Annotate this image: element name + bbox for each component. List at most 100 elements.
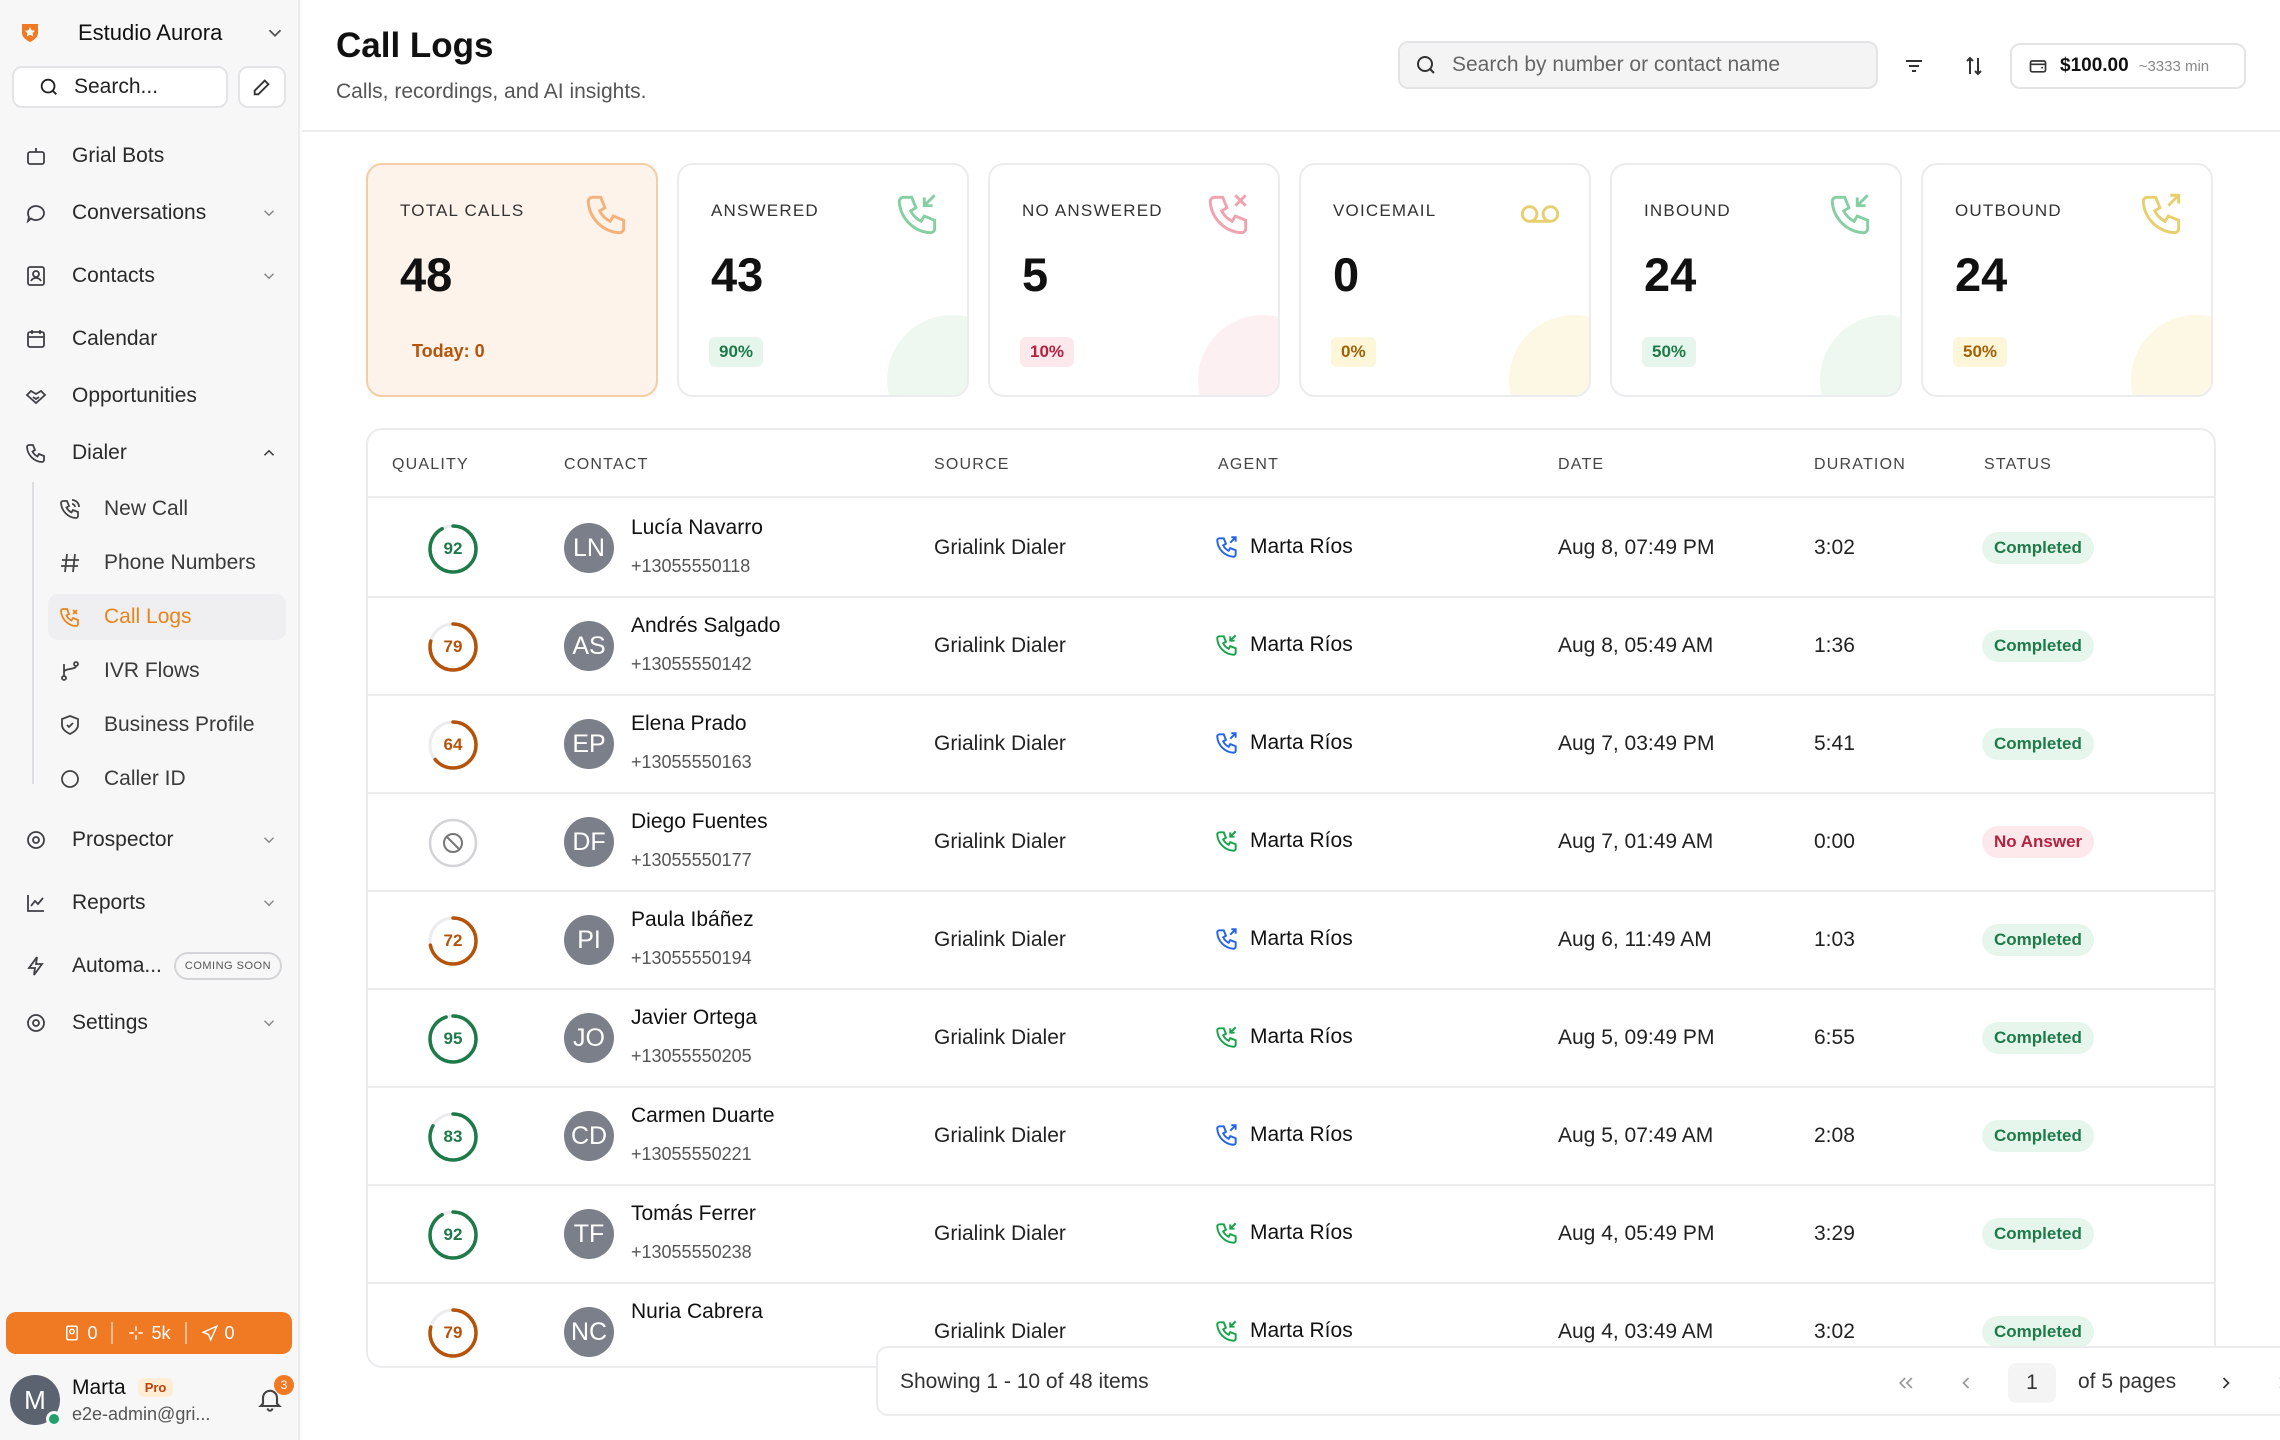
call-duration: 3:02	[1814, 1320, 1855, 1343]
quality-ring: 92	[426, 522, 480, 576]
sidebar-item-phone-numbers[interactable]: Phone Numbers	[48, 540, 286, 586]
stat-card-inbound[interactable]: INBOUND 24 50%	[1610, 163, 1902, 397]
sort-button[interactable]	[1956, 48, 1992, 84]
balance-button[interactable]: $100.00 ~3333 min	[2010, 43, 2246, 89]
column-header-agent[interactable]: AGENT	[1218, 456, 1280, 473]
credit-messages-value: 0	[224, 1322, 235, 1343]
table-row[interactable]: 95 JO Javier Ortega +13055550205 Grialink Di…	[368, 990, 2214, 1088]
stat-value: 24	[1644, 248, 1697, 301]
sidebar-item-call-logs[interactable]: Call Logs	[48, 594, 286, 640]
credit-ai-value: 5k	[151, 1322, 171, 1343]
sidebar-item-ivr-flows[interactable]: IVR Flows	[48, 648, 286, 694]
table-row[interactable]: 64 EP Elena Prado +13055550163 Grialink Dial…	[368, 696, 2214, 794]
sidebar-search[interactable]: Search...	[12, 66, 228, 108]
call-duration: 1:36	[1814, 634, 1855, 657]
next-page-button[interactable]	[2208, 1365, 2244, 1401]
header: Call Logs Calls, recordings, and AI insi…	[302, 0, 2280, 132]
git-branch-icon	[58, 659, 82, 683]
column-header-contact[interactable]: CONTACT	[564, 456, 649, 473]
contact-name[interactable]: Javier Ortega	[631, 1006, 758, 1029]
contact-avatar: CD	[564, 1111, 614, 1161]
last-page-button[interactable]	[2268, 1365, 2280, 1401]
column-header-quality[interactable]: QUALITY	[392, 456, 469, 473]
prev-page-button[interactable]	[1948, 1365, 1984, 1401]
table-row[interactable]: 92 LN Lucía Navarro +13055550118 Grialink Di…	[368, 500, 2214, 598]
sidebar-item-label: Contacts	[72, 264, 155, 287]
sparkle-icon	[127, 1324, 151, 1342]
table-row[interactable]: DF Diego Fuentes +13055550177 Grialink Dial…	[368, 794, 2214, 892]
phone-outgoing-icon	[1214, 534, 1250, 560]
compose-button[interactable]	[238, 66, 286, 108]
sidebar-item-contacts[interactable]: Contacts	[12, 253, 288, 299]
table-row[interactable]: 79 AS Andrés Salgado +13055550142 Grialink D…	[368, 598, 2214, 696]
table-row[interactable]: 92 TF Tomás Ferrer +13055550238 Grialink Dia…	[368, 1186, 2214, 1284]
first-page-button[interactable]	[1888, 1365, 1924, 1401]
sidebar-item-business-profile[interactable]: Business Profile	[48, 702, 286, 748]
handshake-icon	[24, 384, 48, 408]
sub-item-label: Call Logs	[104, 605, 192, 628]
status-badge: Completed	[1982, 924, 2094, 956]
sidebar-item-calendar[interactable]: Calendar	[12, 316, 288, 362]
contact-avatar: PI	[564, 915, 614, 965]
stat-percent: 10%	[1020, 337, 1075, 367]
search-input[interactable]	[1452, 53, 1852, 77]
contact-name[interactable]: Tomás Ferrer	[631, 1202, 756, 1225]
credit-segment: 0	[49, 1323, 111, 1344]
contact-phone: +13055550194	[631, 948, 752, 968]
call-duration: 6:55	[1814, 1026, 1855, 1049]
filter-button[interactable]	[1896, 48, 1932, 84]
sidebar-item-prospector[interactable]: Prospector	[12, 817, 288, 863]
column-header-source[interactable]: SOURCE	[934, 456, 1010, 473]
sidebar-item-caller-id[interactable]: Caller ID	[48, 756, 286, 802]
credits-bar[interactable]: 0 5k 0	[6, 1312, 292, 1354]
quality-ring: 92	[426, 1208, 480, 1262]
table-row[interactable]: 79 NC Nuria Cabrera Grialink Dialer Marta Rí…	[368, 1284, 2214, 1366]
column-header-status[interactable]: STATUS	[1984, 456, 2052, 473]
card-decoration	[887, 315, 967, 395]
contact-name[interactable]: Nuria Cabrera	[631, 1300, 763, 1323]
divider	[111, 1322, 114, 1344]
balance-amount: $100.00	[2060, 55, 2129, 76]
total-pages: of 5 pages	[2078, 1370, 2177, 1393]
current-page[interactable]: 1	[2008, 1363, 2056, 1403]
sidebar-item-dialer[interactable]: Dialer	[12, 430, 288, 476]
sidebar-item-conversations[interactable]: Conversations	[12, 190, 288, 236]
contact-name[interactable]: Lucía Navarro	[631, 516, 763, 539]
sidebar-item-opportunities[interactable]: Opportunities	[12, 373, 288, 419]
contact-phone: +13055550177	[631, 850, 752, 870]
contact-name[interactable]: Carmen Duarte	[631, 1104, 775, 1127]
no-quality-icon	[443, 833, 463, 853]
contact-name[interactable]: Elena Prado	[631, 712, 747, 735]
table-row[interactable]: 83 CD Carmen Duarte +13055550221 Grialink Di…	[368, 1088, 2214, 1186]
column-header-duration[interactable]: DURATION	[1814, 456, 1906, 473]
agent-name: Marta Ríos	[1250, 1319, 1353, 1342]
table-row[interactable]: 72 PI Paula Ibáñez +13055550194 Grialink Dia…	[368, 892, 2214, 990]
agent-name: Marta Ríos	[1250, 731, 1353, 754]
contact-name[interactable]: Diego Fuentes	[631, 810, 768, 833]
aurora-logo-icon	[16, 19, 44, 47]
contact-name[interactable]: Andrés Salgado	[631, 614, 781, 637]
workspace-switcher[interactable]: Estudio Aurora	[16, 14, 286, 52]
notifications-button[interactable]: 3	[256, 1375, 294, 1415]
call-date: Aug 4, 03:49 AM	[1558, 1320, 1714, 1343]
call-date: Aug 5, 07:49 AM	[1558, 1124, 1714, 1147]
stat-card-answered[interactable]: ANSWERED 43 90%	[677, 163, 969, 397]
call-agent: Marta Ríos	[1214, 1318, 1353, 1344]
sidebar-search-label: Search...	[74, 75, 159, 98]
stat-card-voicemail[interactable]: VOICEMAIL 0 0%	[1299, 163, 1591, 397]
call-date: Aug 7, 01:49 AM	[1558, 830, 1714, 853]
column-header-date[interactable]: DATE	[1558, 456, 1605, 473]
sidebar-item-new-call[interactable]: New Call	[48, 486, 286, 532]
stat-card-no-answered[interactable]: NO ANSWERED 5 10%	[988, 163, 1280, 397]
sidebar-item-settings[interactable]: Settings	[12, 1000, 288, 1046]
sidebar-item-automations[interactable]: Automa... COMING SOON	[12, 943, 288, 989]
phone-outgoing-icon	[1214, 1122, 1250, 1148]
chevron-down-icon	[260, 204, 278, 222]
user-menu[interactable]: M Marta Pro e2e-admin@gri... 3	[10, 1368, 294, 1432]
sidebar-item-reports[interactable]: Reports	[12, 880, 288, 926]
main-content: Call Logs Calls, recordings, and AI insi…	[302, 0, 2280, 1440]
contact-name[interactable]: Paula Ibáñez	[631, 908, 754, 931]
stat-card-outbound[interactable]: OUTBOUND 24 50%	[1921, 163, 2213, 397]
sidebar-item-grial-bots[interactable]: Grial Bots	[12, 133, 288, 179]
stat-card-total-calls[interactable]: TOTAL CALLS 48 Today: 0	[366, 163, 658, 397]
